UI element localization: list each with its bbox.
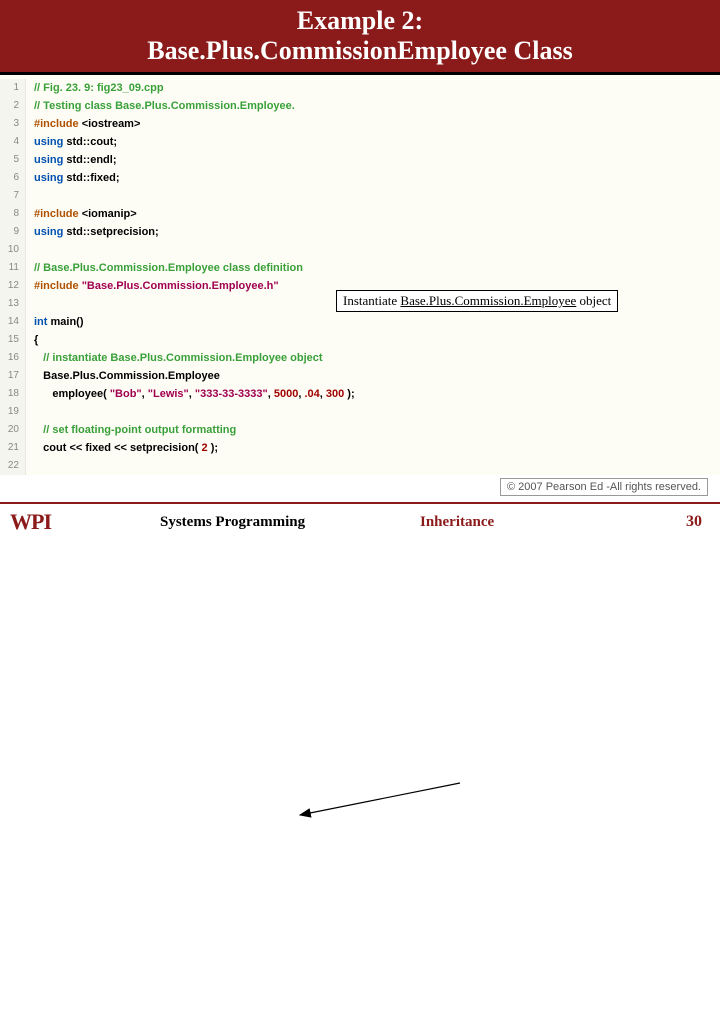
code-line: 6using std::fixed; [0,169,720,187]
line-content: using std::fixed; [26,169,120,187]
line-content [26,187,34,205]
code-listing: 1// Fig. 23. 9: fig23_09.cpp2// Testing … [0,75,720,475]
line-content: employee( "Bob", "Lewis", "333-33-3333",… [26,385,355,403]
title-line1: Example 2: [297,6,423,35]
line-content [26,295,34,313]
line-number: 3 [0,115,26,133]
line-content [26,403,34,421]
line-number: 14 [0,313,26,331]
code-line: 10 [0,241,720,259]
callout-box: Instantiate Base.Plus.Commission.Employe… [336,290,618,312]
code-line: 21 cout << fixed << setprecision( 2 ); [0,439,720,457]
line-content: using std::setprecision; [26,223,159,241]
code-line: 11// Base.Plus.Commission.Employee class… [0,259,720,277]
line-content: #include <iomanip> [26,205,137,223]
slide-title: Example 2: Base.Plus.CommissionEmployee … [0,6,720,66]
line-content: // set floating-point output formatting [26,421,236,439]
code-line: 8#include <iomanip> [0,205,720,223]
line-content: // Base.Plus.Commission.Employee class d… [26,259,303,277]
callout-suffix: object [576,293,611,308]
line-number: 18 [0,385,26,403]
line-content: #include "Base.Plus.Commission.Employee.… [26,277,279,295]
line-number: 4 [0,133,26,151]
line-content [26,457,34,475]
line-content: cout << fixed << setprecision( 2 ); [26,439,218,457]
line-number: 13 [0,295,26,313]
code-line: 19 [0,403,720,421]
callout-arrow [0,475,720,1015]
line-number: 8 [0,205,26,223]
code-line: 22 [0,457,720,475]
line-number: 7 [0,187,26,205]
line-number: 21 [0,439,26,457]
line-number: 22 [0,457,26,475]
line-content: using std::cout; [26,133,117,151]
line-number: 17 [0,367,26,385]
line-number: 15 [0,331,26,349]
line-content: { [26,331,38,349]
callout-prefix: Instantiate [343,293,400,308]
code-line: 15{ [0,331,720,349]
slide-header: Example 2: Base.Plus.CommissionEmployee … [0,0,720,75]
code-line: 7 [0,187,720,205]
line-number: 2 [0,97,26,115]
line-number: 19 [0,403,26,421]
title-line2: Base.Plus.CommissionEmployee Class [147,36,572,65]
line-content: #include <iostream> [26,115,140,133]
line-content: // Testing class Base.Plus.Commission.Em… [26,97,295,115]
line-content [26,241,34,259]
code-line: 20 // set floating-point output formatti… [0,421,720,439]
line-number: 10 [0,241,26,259]
line-content: int main() [26,313,84,331]
line-number: 1 [0,79,26,97]
callout-class: Base.Plus.Commission.Employee [400,293,576,308]
line-content: using std::endl; [26,151,117,169]
line-number: 6 [0,169,26,187]
code-line: 4using std::cout; [0,133,720,151]
code-line: 2// Testing class Base.Plus.Commission.E… [0,97,720,115]
line-number: 12 [0,277,26,295]
code-line: 14int main() [0,313,720,331]
code-line: 5using std::endl; [0,151,720,169]
code-line: 9using std::setprecision; [0,223,720,241]
line-content: Base.Plus.Commission.Employee [26,367,220,385]
line-number: 5 [0,151,26,169]
code-line: 3#include <iostream> [0,115,720,133]
code-line: 1// Fig. 23. 9: fig23_09.cpp [0,79,720,97]
line-number: 9 [0,223,26,241]
line-number: 11 [0,259,26,277]
code-line: 16 // instantiate Base.Plus.Commission.E… [0,349,720,367]
code-line: 18 employee( "Bob", "Lewis", "333-33-333… [0,385,720,403]
line-number: 16 [0,349,26,367]
line-number: 20 [0,421,26,439]
code-line: 17 Base.Plus.Commission.Employee [0,367,720,385]
line-content: // instantiate Base.Plus.Commission.Empl… [26,349,323,367]
line-content: // Fig. 23. 9: fig23_09.cpp [26,79,164,97]
